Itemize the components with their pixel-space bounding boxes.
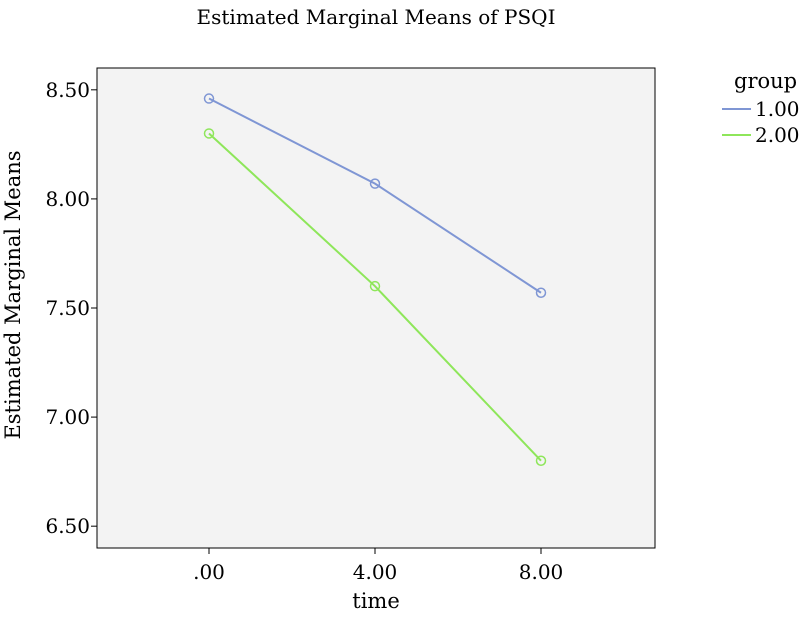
y-tick-label: 7.00 (45, 405, 90, 429)
series-line-2 (208, 132, 542, 462)
legend-label-2: 2.00 (755, 123, 800, 147)
data-point (535, 455, 547, 466)
y-tick-label: 8.50 (45, 78, 90, 102)
legend-title: group (734, 69, 797, 93)
data-point (535, 287, 547, 298)
y-axis: 6.50 7.00 7.50 8.00 8.50 (45, 78, 97, 538)
data-point (203, 128, 215, 139)
x-tick-label: .00 (193, 560, 225, 584)
series-line-1 (208, 97, 542, 294)
plot-area (96, 67, 656, 549)
x-tick-label: 8.00 (519, 560, 564, 584)
y-tick-label: 8.00 (45, 187, 90, 211)
series-layer (203, 93, 547, 466)
legend-label-1: 1.00 (755, 97, 800, 121)
data-point (369, 178, 381, 189)
chart-title: Estimated Marginal Means of PSQI (197, 5, 556, 29)
data-point (203, 93, 215, 104)
data-point (369, 280, 381, 292)
legend: group 1.002.00 (722, 69, 800, 147)
x-axis-label: time (352, 589, 400, 613)
y-tick-label: 7.50 (45, 296, 90, 320)
x-tick-label: 4.00 (353, 560, 398, 584)
y-tick-label: 6.50 (45, 514, 90, 538)
y-axis-label: Estimated Marginal Means (1, 150, 25, 439)
x-axis: .00 4.00 8.00 (193, 548, 563, 584)
